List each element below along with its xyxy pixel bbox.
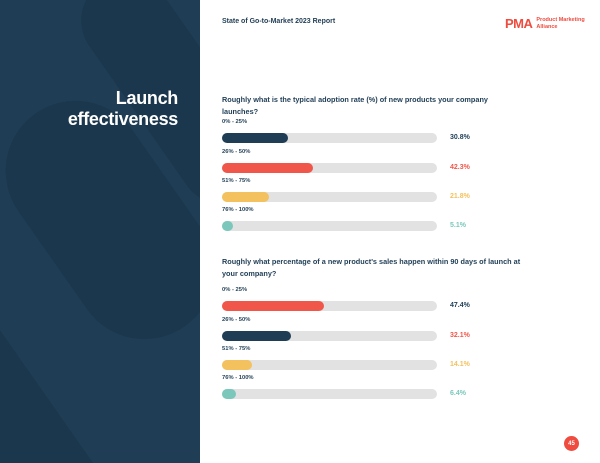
chart2-value-1: 32.1%: [450, 332, 470, 339]
chart1-value-3: 5.1%: [450, 222, 466, 229]
chart1-bar-track: [222, 192, 437, 202]
chart1-label-0: 0% - 25%: [222, 119, 248, 125]
chart1-label-1: 26% - 50%: [222, 149, 251, 155]
decorative-shape: [0, 330, 104, 463]
chart1-bar-2: [222, 192, 269, 202]
chart1-value-0: 30.8%: [450, 134, 470, 141]
chart1-bar-track: [222, 163, 437, 173]
chart2-value-3: 6.4%: [450, 390, 466, 397]
section-title: Launch effectiveness: [68, 88, 178, 130]
pma-logo: PMA Product Marketing Alliance: [505, 16, 585, 31]
chart2-question: Roughly what percentage of a new product…: [222, 257, 521, 278]
sidebar-panel: Launch effectiveness: [0, 0, 200, 463]
chart1-question: Roughly what is the typical adoption rat…: [222, 95, 488, 116]
chart1-value-2: 21.8%: [450, 193, 470, 200]
chart2-bar-0: [222, 301, 324, 311]
chart2-bar-track: [222, 301, 437, 311]
chart1-value-1: 42.3%: [450, 164, 470, 171]
logo-mark: PMA: [505, 16, 533, 31]
chart2-bar-2: [222, 360, 253, 370]
chart1-bar-1: [222, 163, 313, 173]
chart2-label-3: 76% - 100%: [222, 375, 254, 381]
chart2-value-0: 47.4%: [450, 302, 470, 309]
chart1-bar-track: [222, 221, 437, 231]
chart2-bar-3: [222, 389, 236, 399]
chart2-label-2: 51% - 75%: [222, 346, 251, 352]
logo-line1: Product Marketing: [536, 17, 585, 23]
page-number-badge: 45: [564, 436, 579, 451]
report-title: State of Go-to-Market 2023 Report: [222, 18, 336, 25]
chart2-bar-1: [222, 331, 291, 341]
section-title-line1: Launch: [115, 88, 179, 108]
chart2-value-2: 14.1%: [450, 361, 470, 368]
chart2-label-1: 26% - 50%: [222, 317, 251, 323]
section-title-line2: effectiveness: [67, 109, 178, 129]
chart1-bar-3: [222, 221, 233, 231]
chart2-bar-track: [222, 331, 437, 341]
logo-text: Product Marketing Alliance: [536, 17, 584, 30]
chart1-bar-track: [222, 133, 437, 143]
chart2-bar-track: [222, 360, 437, 370]
chart2-bar-track: [222, 389, 437, 399]
chart1-label-2: 51% - 75%: [222, 178, 251, 184]
chart2-label-0: 0% - 25%: [222, 287, 248, 293]
chart1-label-3: 76% - 100%: [222, 207, 254, 213]
logo-line2: Alliance: [536, 23, 558, 30]
chart1-bar-0: [222, 133, 289, 143]
